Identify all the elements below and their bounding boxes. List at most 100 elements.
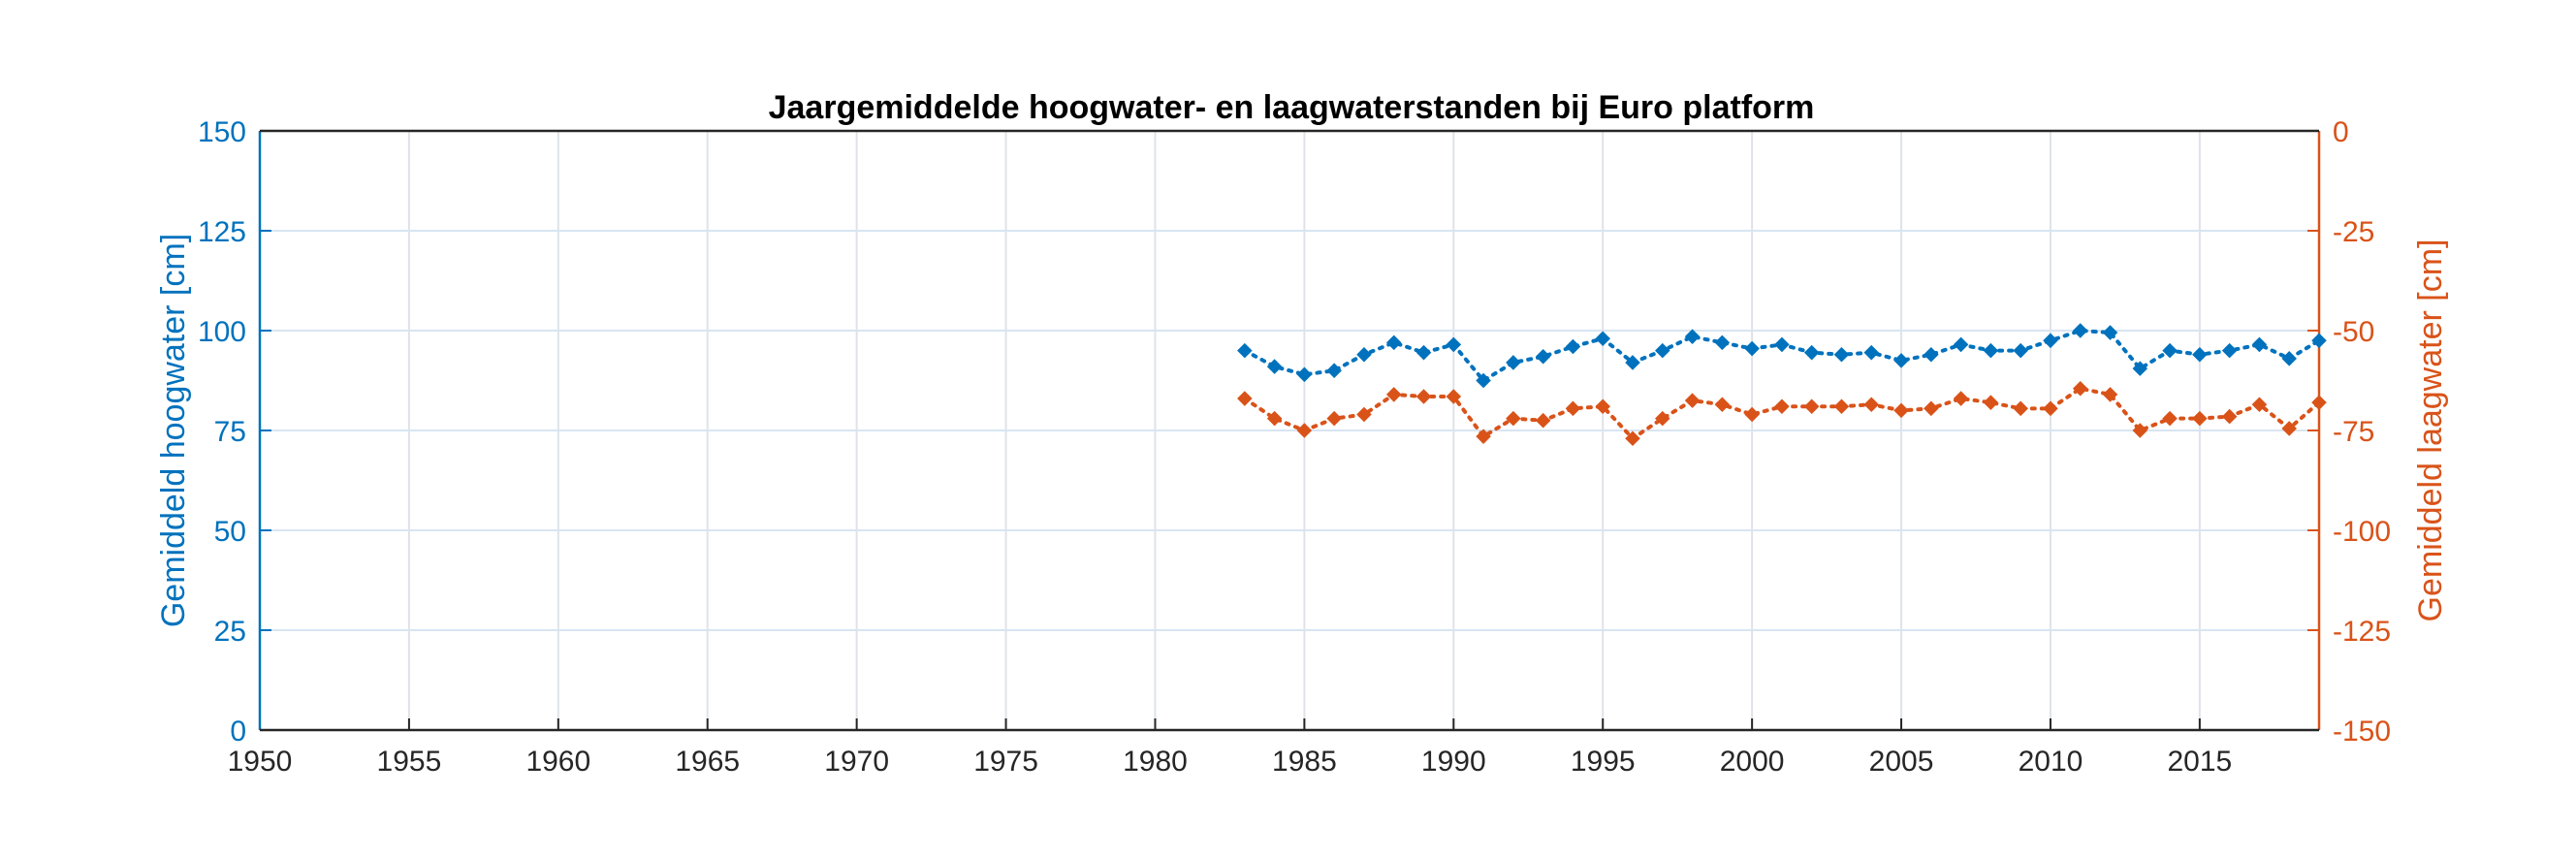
- x-tick-label: 1955: [377, 746, 442, 778]
- data-point-right: [2013, 400, 2028, 417]
- y-right-tick-label: -125: [2333, 616, 2391, 648]
- data-point-left: [1476, 372, 1491, 389]
- data-point-left: [1565, 338, 1581, 355]
- x-tick-label: 1985: [1272, 746, 1337, 778]
- data-point-right: [2102, 387, 2118, 402]
- data-point-left: [2162, 342, 2178, 359]
- tick-labels: 1950 1955 1960 1965 1970 1975 1980 1985 1990 1995…: [198, 116, 2391, 778]
- data-point-left: [1356, 346, 1372, 363]
- data-point-right: [1655, 410, 1670, 427]
- data-point-left: [2043, 333, 2058, 349]
- data-point-left: [1296, 366, 1313, 383]
- data-point-left: [1684, 329, 1701, 344]
- data-point-left: [2221, 342, 2238, 359]
- data-point-right: [1296, 423, 1313, 438]
- data-point-right: [1326, 410, 1342, 427]
- x-tick-label: 2015: [2167, 746, 2232, 778]
- data-point-right: [1415, 389, 1432, 404]
- x-tick-label: 1950: [228, 746, 293, 778]
- data-point-right: [1714, 397, 1731, 412]
- data-point-right: [1625, 430, 1640, 447]
- x-tick-label: 1995: [1571, 746, 1636, 778]
- y-axis-right-label: Gemiddeld laagwater [cm]: [2412, 239, 2449, 622]
- data-point-left: [1385, 334, 1402, 351]
- y-right-tick-label: -25: [2333, 216, 2374, 248]
- data-point-left: [1446, 336, 1462, 353]
- data-point-left: [1595, 331, 1610, 347]
- data-point-left: [2102, 325, 2118, 340]
- data-point-right: [2162, 410, 2178, 427]
- data-point-left: [1655, 342, 1670, 359]
- data-point-left: [1924, 346, 1939, 363]
- y-left-tick-label: 150: [198, 116, 246, 148]
- data-point-right: [1565, 400, 1581, 417]
- data-point-left: [2251, 336, 2268, 353]
- data-point-left: [1774, 336, 1790, 353]
- data-point-right: [1774, 398, 1790, 415]
- data-point-left: [1266, 359, 1283, 374]
- series-layer: [1237, 323, 2327, 447]
- data-point-right: [1953, 391, 1969, 406]
- data-point-right: [2221, 408, 2238, 425]
- data-point-right: [1506, 410, 1521, 427]
- axes: [258, 129, 2321, 732]
- y-left-tick-label: 50: [214, 516, 246, 548]
- data-point-right: [2311, 395, 2327, 410]
- data-point-right: [1893, 402, 1909, 419]
- y-left-tick-label: 125: [198, 216, 246, 248]
- y-right-tick-label: -150: [2333, 716, 2391, 748]
- data-point-right: [1385, 387, 1402, 402]
- data-point-right: [2072, 380, 2088, 397]
- data-point-right: [1446, 389, 1462, 404]
- data-point-left: [1953, 336, 1969, 353]
- data-point-right: [2192, 410, 2208, 427]
- data-point-left: [2072, 323, 2088, 338]
- data-point-left: [1803, 344, 1820, 361]
- data-point-right: [1476, 429, 1491, 444]
- y-right-tick-label: -100: [2333, 516, 2391, 548]
- data-point-right: [1863, 397, 1880, 412]
- y-left-tick-label: 0: [230, 716, 246, 748]
- x-tick-label: 1965: [675, 746, 740, 778]
- data-point-right: [2043, 400, 2058, 417]
- x-tick-label: 1980: [1123, 746, 1188, 778]
- x-tick-label: 1990: [1421, 746, 1486, 778]
- y-right-tick-label: 0: [2333, 116, 2349, 148]
- data-point-right: [1535, 412, 1551, 429]
- x-tick-label: 1960: [525, 746, 590, 778]
- data-point-left: [1237, 342, 1253, 359]
- data-point-left: [1893, 353, 1909, 368]
- x-tick-label: 1975: [973, 746, 1038, 778]
- data-point-right: [1356, 406, 1372, 423]
- data-point-right: [1266, 410, 1283, 427]
- data-point-left: [1863, 344, 1880, 361]
- grid: [260, 131, 2319, 730]
- data-point-right: [1803, 398, 1820, 415]
- data-point-left: [1714, 334, 1731, 351]
- data-point-left: [2311, 333, 2327, 349]
- data-point-right: [1744, 406, 1760, 423]
- data-point-left: [1625, 355, 1640, 370]
- y-left-tick-label: 75: [214, 416, 246, 448]
- chart-title: Jaargemiddelde hoogwater- en laagwaterst…: [769, 89, 1815, 126]
- data-point-left: [1326, 363, 1342, 378]
- data-point-left: [1415, 344, 1432, 361]
- data-point-right: [1833, 398, 1850, 415]
- y-right-tick-label: -75: [2333, 416, 2374, 448]
- y-left-tick-label: 100: [198, 316, 246, 348]
- data-point-right: [1595, 398, 1610, 415]
- data-point-left: [1983, 342, 1999, 359]
- data-point-left: [1506, 355, 1521, 370]
- data-point-left: [2281, 351, 2297, 366]
- x-tick-label: 2000: [1720, 746, 1785, 778]
- data-point-right: [1684, 393, 1701, 408]
- data-point-left: [1535, 349, 1551, 365]
- data-point-left: [1744, 340, 1760, 357]
- data-point-left: [2013, 342, 2028, 359]
- x-tick-label: 2005: [1869, 746, 1934, 778]
- y-left-tick-label: 25: [214, 616, 246, 648]
- x-tick-label: 1970: [824, 746, 889, 778]
- data-point-right: [1924, 400, 1939, 417]
- x-tick-label: 2010: [2019, 746, 2083, 778]
